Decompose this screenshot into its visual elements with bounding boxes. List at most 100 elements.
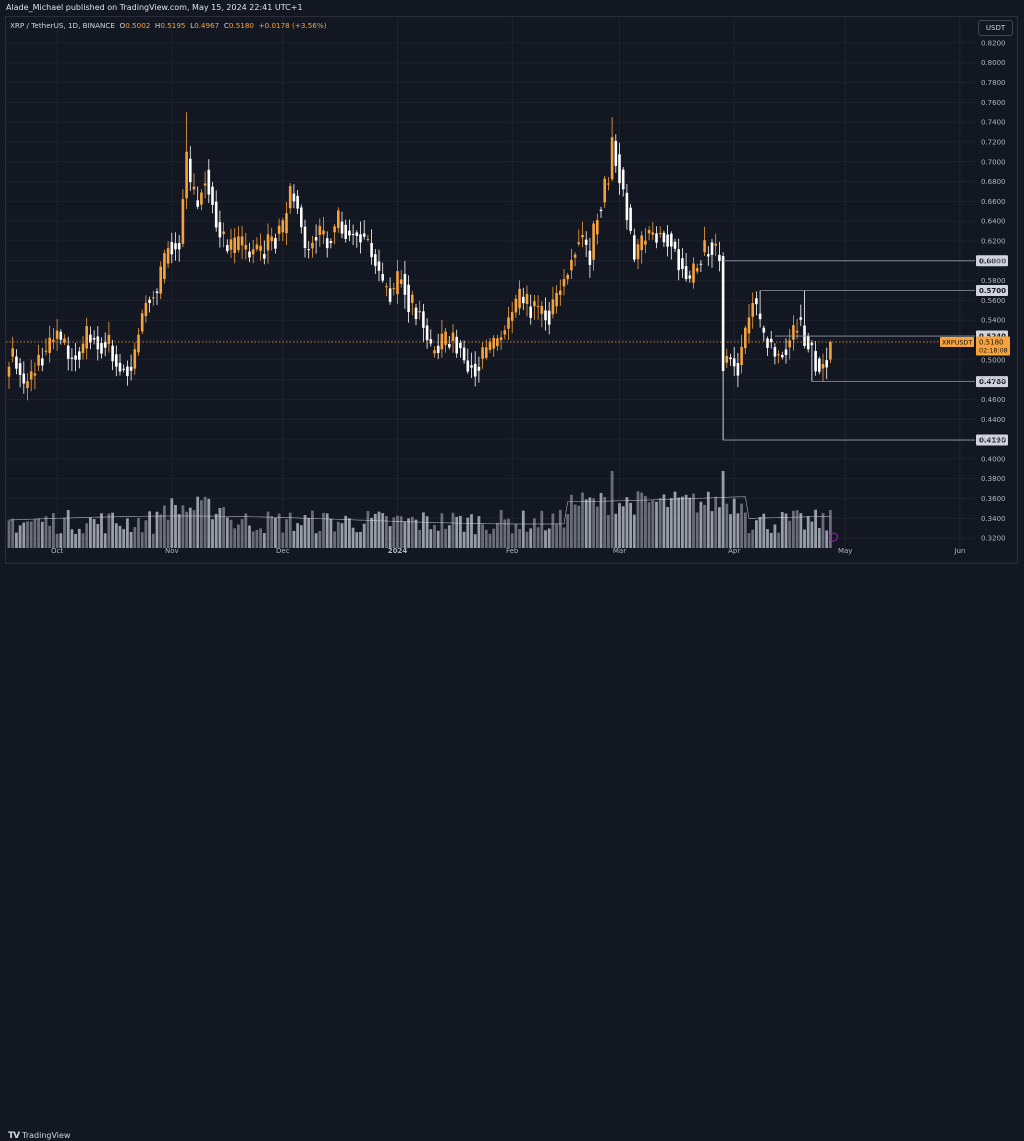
candle-body	[81, 343, 85, 354]
candle-body	[488, 341, 492, 350]
volume-bar	[669, 498, 673, 548]
candle-body	[481, 347, 484, 359]
volume-bar	[340, 523, 344, 548]
candlestick-chart[interactable]: 0.60000.57000.52400.47800.41900.82000.80…	[0, 0, 1024, 581]
legend-open-label: O	[119, 21, 126, 30]
candle-body	[633, 235, 636, 260]
y-axis-tick-label: 0.4000	[981, 455, 1006, 463]
candle-body	[403, 273, 407, 295]
volume-bar	[762, 513, 766, 548]
volume-bar	[592, 498, 595, 548]
volume-bar	[381, 513, 385, 548]
last-price-tag	[976, 336, 1010, 356]
candle-body	[78, 351, 81, 360]
tradingview-brand[interactable]: TV TradingView	[8, 1131, 70, 1141]
candle-body	[244, 244, 248, 250]
candle-body	[736, 363, 740, 376]
volume-bar	[521, 510, 525, 548]
legend-open: 0.5002	[125, 21, 151, 30]
candle-body	[566, 274, 569, 280]
volume-bar	[444, 528, 447, 548]
volume-bar	[451, 512, 455, 548]
candle-body	[170, 242, 174, 255]
volume-bar	[177, 514, 181, 548]
candle-body	[699, 263, 703, 265]
volume-bar	[721, 471, 725, 548]
candle-body	[85, 326, 88, 349]
y-axis-tick-label: 0.7800	[981, 79, 1006, 87]
symbol-tag	[940, 337, 974, 347]
candle-body	[581, 234, 584, 238]
candle-body	[118, 362, 122, 372]
candle-body	[44, 350, 48, 352]
volume-bar	[59, 533, 63, 548]
candle-body	[732, 358, 736, 367]
candle-body	[429, 339, 433, 344]
volume-bar	[259, 528, 262, 548]
lightning-icon	[828, 532, 838, 542]
candle-body	[203, 183, 207, 186]
candle-body	[636, 244, 640, 260]
y-axis-tick-label: 0.3800	[981, 475, 1006, 483]
volume-bar	[77, 528, 81, 548]
last-price-value: 0.5180	[979, 338, 1004, 346]
volume-bar	[695, 512, 699, 548]
volume-bar	[392, 517, 396, 548]
volume-bar	[743, 512, 747, 548]
volume-bar	[181, 505, 185, 548]
candle-body	[240, 236, 244, 246]
volume-bar	[425, 516, 429, 548]
volume-bar	[477, 516, 481, 548]
volume-bar	[188, 507, 192, 548]
volume-moving-average	[8, 496, 831, 525]
volume-bar	[736, 513, 740, 548]
volume-bar	[706, 491, 710, 548]
candle-body	[407, 284, 410, 313]
currency-button[interactable]: USDT	[978, 20, 1013, 36]
candle-body	[33, 373, 37, 376]
level-price-tag	[976, 285, 1008, 296]
candle-body	[747, 317, 751, 334]
y-axis-tick-label: 0.3200	[981, 535, 1006, 543]
volume-bar	[688, 497, 692, 548]
y-axis-tick-label: 0.7400	[981, 119, 1006, 127]
volume-bar	[262, 533, 266, 548]
volume-bar	[488, 533, 492, 548]
candle-body	[163, 253, 166, 279]
candle-body	[658, 232, 662, 234]
volume-bar	[385, 515, 388, 548]
candle-body	[777, 354, 780, 356]
candle-body	[618, 154, 621, 184]
volume-bar	[348, 518, 351, 548]
volume-bar	[462, 531, 466, 548]
candle-body	[818, 358, 821, 372]
candle-body	[7, 366, 11, 377]
candle-body	[525, 294, 529, 305]
candle-body	[399, 279, 403, 284]
candle-body	[544, 310, 547, 321]
volume-bar	[225, 517, 229, 548]
level-price-tag	[976, 434, 1008, 446]
volume-bar	[303, 515, 307, 548]
volume-bar	[333, 531, 336, 548]
candle-body	[237, 236, 240, 251]
volume-bar	[769, 532, 773, 548]
candle-body	[196, 200, 199, 207]
volume-bar	[795, 510, 799, 548]
volume-bar	[810, 521, 814, 548]
volume-bar	[22, 522, 26, 548]
volume-bar	[92, 519, 96, 548]
x-axis-tick-label: Mar	[613, 547, 626, 555]
y-axis-tick-label: 0.5400	[981, 317, 1006, 325]
candle-body	[422, 311, 425, 328]
chart-area[interactable]	[5, 16, 1018, 564]
candle-body	[614, 140, 618, 166]
candle-body	[126, 366, 129, 377]
candle-body	[629, 207, 632, 231]
x-axis-tick-label: Apr	[728, 547, 740, 555]
volume-bar	[359, 531, 362, 548]
candle-body	[152, 297, 155, 299]
volume-bar	[525, 531, 529, 548]
candle-body	[111, 345, 114, 362]
volume-bar	[466, 517, 470, 548]
